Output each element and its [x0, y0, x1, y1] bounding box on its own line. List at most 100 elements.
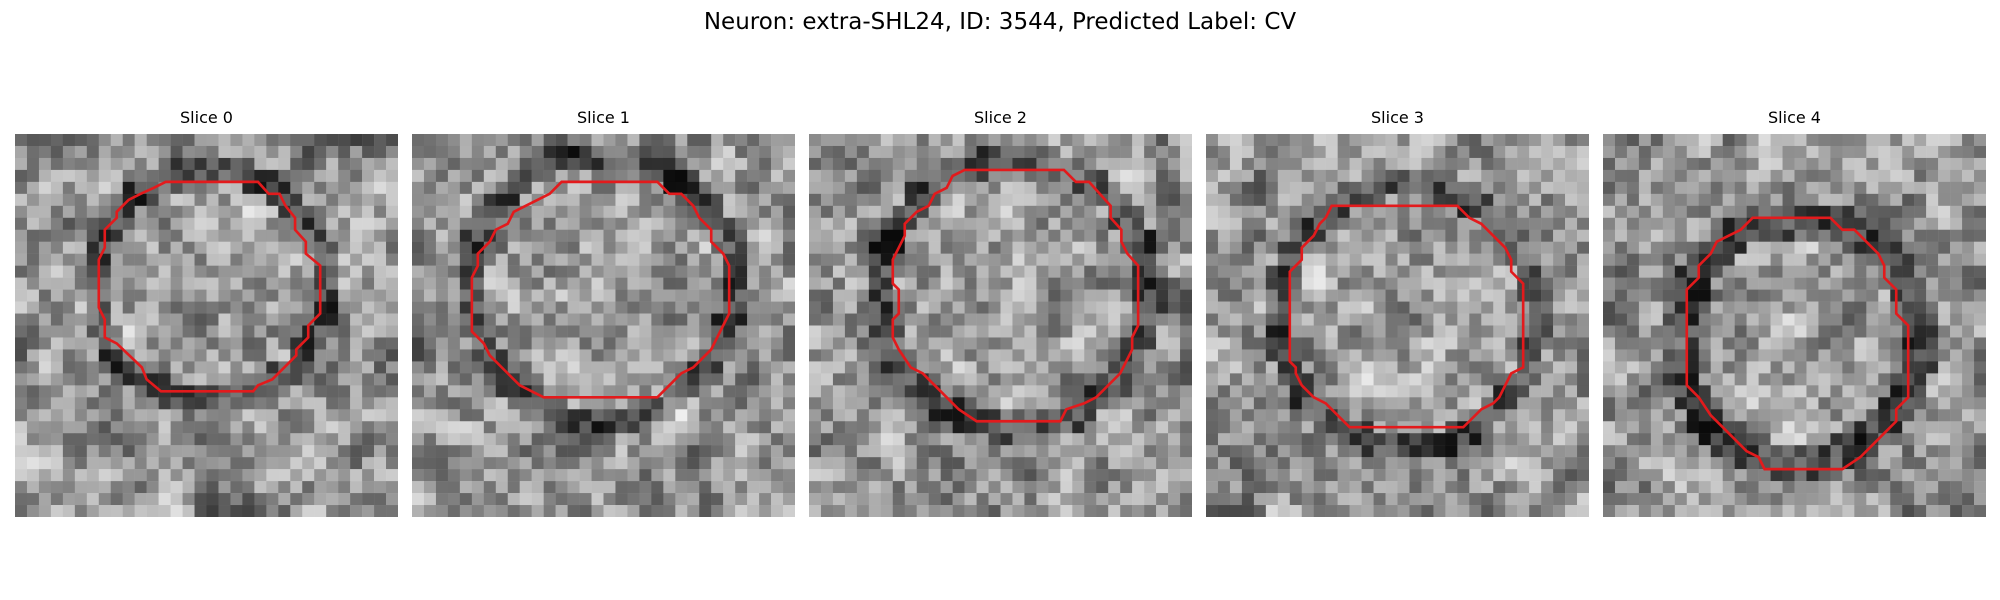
pixel [230, 181, 243, 195]
pixel [26, 325, 40, 338]
pixel [50, 445, 64, 458]
pixel [1650, 181, 1664, 195]
pixel [1445, 217, 1458, 230]
pixel [326, 469, 339, 482]
pixel [386, 457, 398, 470]
pixel [412, 445, 425, 458]
pixel [651, 301, 664, 314]
pixel [1914, 337, 1927, 350]
pixel [663, 481, 676, 494]
pixel [412, 361, 425, 374]
pixel [1493, 481, 1506, 494]
pixel [1265, 289, 1279, 302]
pixel [374, 169, 387, 183]
pixel [880, 469, 894, 482]
pixel [1734, 205, 1747, 219]
pixel [1818, 205, 1831, 219]
pixel [74, 241, 88, 254]
pixel [1012, 385, 1025, 398]
pixel [1541, 469, 1554, 482]
pixel [1036, 349, 1049, 362]
pixel [1048, 445, 1061, 458]
pixel [1168, 433, 1181, 446]
pixel [1241, 253, 1255, 266]
pixel [1036, 301, 1049, 314]
pixel [242, 134, 255, 147]
pixel [362, 181, 375, 195]
pixel [266, 301, 279, 314]
pixel [1866, 349, 1879, 362]
pixel [242, 481, 255, 494]
pixel [1084, 193, 1097, 207]
pixel [699, 145, 712, 159]
pixel [1878, 289, 1891, 302]
pixel [374, 145, 387, 159]
slice-title-1: Slice 1 [577, 108, 630, 127]
pixel [627, 134, 640, 147]
pixel [1493, 265, 1506, 278]
pixel [1974, 229, 1986, 242]
pixel [699, 301, 712, 314]
pixel [1541, 265, 1554, 278]
pixel [1289, 493, 1302, 506]
pixel [1806, 397, 1819, 410]
pixel [1818, 265, 1831, 278]
pixel [1012, 313, 1025, 326]
pixel [1397, 469, 1410, 482]
pixel [1301, 409, 1314, 422]
pixel [1878, 385, 1891, 398]
pixel [194, 265, 207, 278]
pixel [1036, 493, 1049, 506]
pixel [1603, 265, 1616, 278]
pixel [386, 337, 398, 350]
pixel [1806, 385, 1819, 398]
pixel [651, 134, 664, 147]
pixel [1806, 193, 1819, 207]
pixel [1409, 397, 1422, 410]
pixel [218, 277, 231, 290]
pixel [699, 409, 712, 422]
pixel [1529, 481, 1542, 494]
pixel [1794, 217, 1807, 230]
pixel [904, 253, 917, 266]
pixel [134, 169, 147, 183]
pixel [1746, 349, 1759, 362]
pixel [723, 457, 736, 470]
pixel [1938, 277, 1951, 290]
pixel [1746, 241, 1759, 254]
pixel [1301, 217, 1314, 230]
pixel [832, 481, 846, 494]
pixel [1241, 277, 1255, 290]
pixel [110, 289, 123, 302]
pixel [567, 277, 580, 290]
pixel [591, 217, 604, 230]
pixel [928, 265, 941, 278]
pixel [1421, 313, 1434, 326]
pixel [483, 385, 497, 398]
pixel [314, 469, 327, 482]
pixel [1036, 217, 1049, 230]
pixel [591, 193, 604, 207]
pixel [1686, 337, 1699, 350]
pixel [687, 337, 700, 350]
pixel [675, 385, 688, 398]
pixel [1108, 385, 1121, 398]
pixel [1938, 349, 1951, 362]
pixel [711, 229, 724, 242]
pixel [386, 397, 398, 410]
pixel [759, 373, 772, 386]
pixel [242, 265, 255, 278]
pixel [110, 301, 123, 314]
pixel [615, 397, 628, 410]
pixel [904, 277, 917, 290]
pixel [699, 361, 712, 374]
pixel [1289, 229, 1302, 242]
pixel [1325, 253, 1338, 266]
pixel [86, 229, 100, 242]
pixel [1409, 169, 1422, 183]
pixel [988, 337, 1001, 350]
pixel [1313, 289, 1326, 302]
pixel [230, 325, 243, 338]
pixel [423, 277, 437, 290]
contour-outline-0 [97, 180, 322, 393]
